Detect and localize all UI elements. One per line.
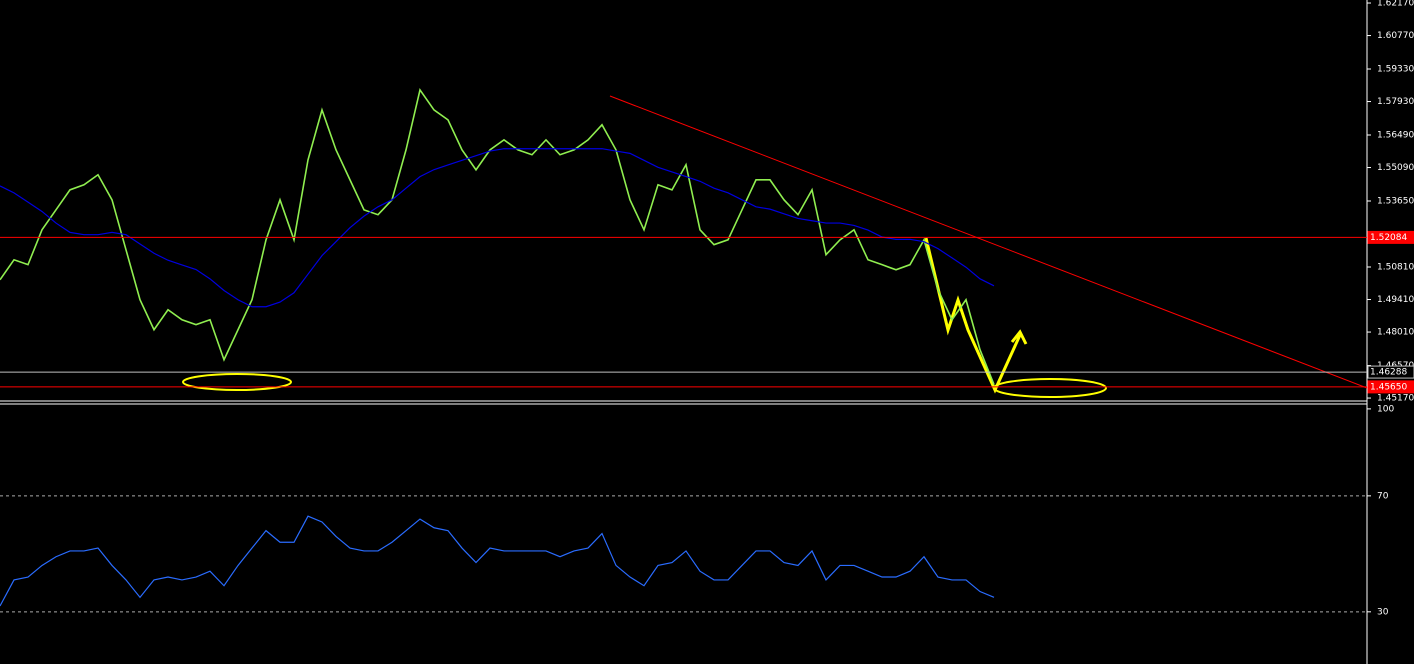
level-label: 1.45650: [1370, 382, 1407, 392]
support-ellipse: [182, 373, 292, 391]
y-tick-label: 100: [1377, 404, 1394, 414]
y-tick-label: 1.59330: [1377, 65, 1414, 75]
y-tick-label: 1.55090: [1377, 163, 1414, 173]
price-line: [0, 515, 995, 607]
trend-line: [609, 95, 1368, 389]
y-tick-label: 30: [1377, 607, 1389, 617]
support-ellipse: [993, 378, 1107, 398]
level-label: 1.52084: [1370, 233, 1407, 243]
y-tick-label: 1.57930: [1377, 97, 1414, 107]
level-label: 1.46288: [1370, 368, 1407, 378]
price-line: [0, 148, 995, 308]
y-tick-label: 1.62170: [1377, 0, 1414, 9]
price-line: [0, 88, 995, 385]
projection-arrow: [924, 237, 1022, 394]
arrow-head: [1010, 329, 1028, 345]
y-tick-label: 1.53650: [1377, 197, 1414, 207]
y-tick-label: 1.45170: [1377, 394, 1414, 404]
y-tick-label: 1.50810: [1377, 262, 1414, 272]
level-label-box: [1367, 365, 1414, 379]
y-tick-label: 1.49410: [1377, 295, 1414, 305]
y-tick-label: 1.56490: [1377, 131, 1414, 141]
level-label-box: [1367, 230, 1414, 244]
y-tick-label: 1.60770: [1377, 31, 1414, 41]
y-tick-label: 1.48010: [1377, 328, 1414, 338]
y-tick-label: 70: [1377, 491, 1389, 501]
level-label-box: [1367, 380, 1414, 394]
